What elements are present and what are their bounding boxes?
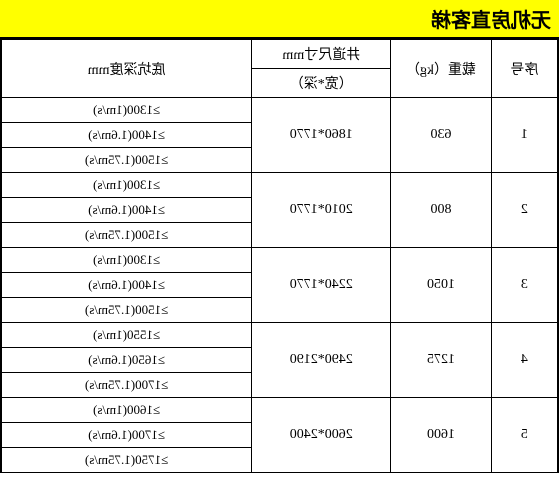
cell-pit: ≥1500(1.75m/s): [1, 223, 252, 248]
header-shaft-bottom: （宽*深）: [252, 69, 391, 98]
page-title: 无机房直客梯: [431, 10, 551, 32]
cell-pit: ≥1500(1.75m/s): [1, 298, 252, 323]
cell-pit: ≥1550(1m/s): [1, 323, 252, 348]
cell-seq: 1: [491, 98, 558, 173]
cell-shaft: 1860*1770: [252, 98, 391, 173]
cell-pit: ≥1700(1.6m/s): [1, 423, 252, 448]
cell-load: 1275: [391, 323, 491, 398]
cell-shaft: 2240*1770: [252, 248, 391, 323]
cell-load: 630: [391, 98, 491, 173]
cell-pit: ≥1300(1m/s): [1, 248, 252, 273]
table-row: 1 630 1860*1770 ≥1300(1m/s): [1, 98, 558, 123]
table-row: 5 1600 2600*2400 ≥1600(1m/s): [1, 398, 558, 423]
header-pit: 底坑深度mm: [1, 40, 252, 98]
cell-shaft: 2600*2400: [252, 398, 391, 473]
header-seq: 序号: [491, 40, 558, 98]
cell-pit: ≥1750(1.75m/s): [1, 448, 252, 473]
cell-pit: ≥1300(1m/s): [1, 173, 252, 198]
table-row: 3 1050 2240*1770 ≥1300(1m/s): [1, 248, 558, 273]
header-load: 载重（kg）: [391, 40, 491, 98]
cell-shaft: 2490*2190: [252, 323, 391, 398]
table-row: 4 1275 2490*2190 ≥1550(1m/s): [1, 323, 558, 348]
cell-pit: ≥1400(1.6m/s): [1, 273, 252, 298]
title-bar: 无机房直客梯: [0, 0, 559, 39]
cell-pit: ≥1650(1.6m/s): [1, 348, 252, 373]
cell-seq: 4: [491, 323, 558, 398]
cell-pit: ≥1700(1.75m/s): [1, 373, 252, 398]
cell-shaft: 2010*1770: [252, 173, 391, 248]
cell-load: 1050: [391, 248, 491, 323]
header-row-1: 序号 载重（kg） 井道尺寸mm 底坑深度mm: [1, 40, 558, 69]
cell-pit: ≥1600(1m/s): [1, 398, 252, 423]
cell-pit: ≥1300(1m/s): [1, 98, 252, 123]
table-body: 1 630 1860*1770 ≥1300(1m/s) ≥1400(1.6m/s…: [1, 98, 558, 473]
cell-pit: ≥1400(1.6m/s): [1, 123, 252, 148]
cell-seq: 2: [491, 173, 558, 248]
cell-pit: ≥1400(1.6m/s): [1, 198, 252, 223]
cell-load: 800: [391, 173, 491, 248]
cell-pit: ≥1500(1.75m/s): [1, 148, 252, 173]
cell-seq: 5: [491, 398, 558, 473]
spec-table: 序号 载重（kg） 井道尺寸mm 底坑深度mm （宽*深） 1 630 1860…: [0, 39, 559, 473]
table-row: 2 800 2010*1770 ≥1300(1m/s): [1, 173, 558, 198]
cell-load: 1600: [391, 398, 491, 473]
header-shaft-top: 井道尺寸mm: [252, 40, 391, 69]
cell-seq: 3: [491, 248, 558, 323]
